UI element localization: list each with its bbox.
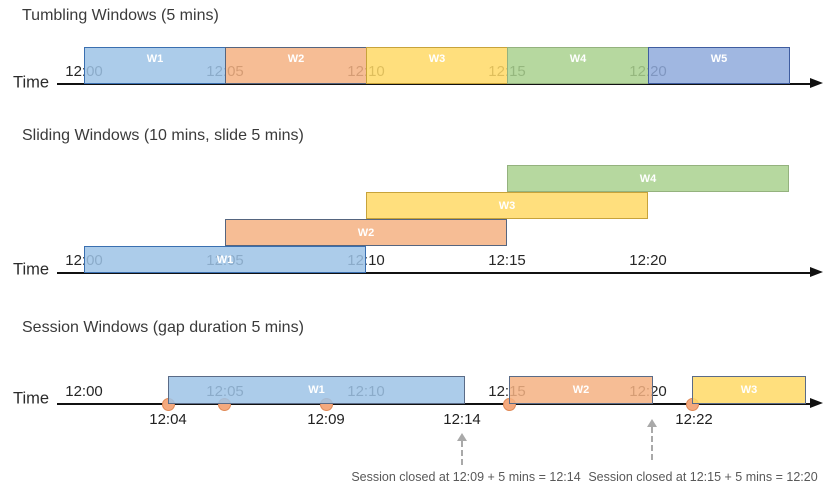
annotation-arrow-line xyxy=(461,441,463,465)
session-time-axis xyxy=(57,403,812,405)
tumbling-window-bar-w5 xyxy=(648,47,790,84)
annotation-arrow-head-icon xyxy=(457,433,467,441)
sliding-window-bar-w3 xyxy=(366,192,648,219)
session-close-annotation-2: Session closed at 12:15 + 5 mins = 12:20 xyxy=(588,470,818,484)
sliding-window-bar-w2 xyxy=(225,219,507,246)
session-tick-label: 12:00 xyxy=(65,383,103,400)
sliding-tick-label: 12:15 xyxy=(488,252,526,269)
session-close-annotation-1: Session closed at 12:09 + 5 mins = 12:14 xyxy=(351,470,581,484)
event-time-label: 12:09 xyxy=(307,411,345,428)
tumbling-window-bar-w1 xyxy=(84,47,226,84)
sliding-time-axis xyxy=(57,272,812,274)
tumbling-window-bar-w2 xyxy=(225,47,367,84)
event-time-label: 12:22 xyxy=(675,411,713,428)
session-time-axis-arrow-icon xyxy=(810,398,823,408)
tumbling-window-bar-w3 xyxy=(366,47,508,84)
event-time-label: 12:14 xyxy=(443,411,481,428)
sliding-time-axis-arrow-icon xyxy=(810,267,823,277)
annotation-arrow-line xyxy=(651,427,653,460)
tumbling-window-bar-w4 xyxy=(507,47,649,84)
session-time-axis-label: Time xyxy=(13,389,50,408)
sliding-title: Sliding Windows (10 mins, slide 5 mins) xyxy=(22,127,304,144)
sliding-window-bar-w1 xyxy=(84,246,366,273)
session-window-bar-w1 xyxy=(168,376,465,404)
session-title: Session Windows (gap duration 5 mins) xyxy=(22,319,304,336)
sliding-tick-label: 12:20 xyxy=(629,252,667,269)
sliding-time-axis-label: Time xyxy=(13,260,50,279)
sliding-window-bar-w4 xyxy=(507,165,789,192)
event-time-label: 12:04 xyxy=(149,411,187,428)
tumbling-title: Tumbling Windows (5 mins) xyxy=(22,7,219,24)
annotation-arrow-head-icon xyxy=(647,419,657,427)
tumbling-time-axis-arrow-icon xyxy=(810,78,823,88)
session-window-bar-w3 xyxy=(692,376,806,404)
tumbling-time-axis-label: Time xyxy=(13,73,50,92)
tumbling-time-axis xyxy=(57,83,812,85)
session-window-bar-w2 xyxy=(509,376,653,404)
